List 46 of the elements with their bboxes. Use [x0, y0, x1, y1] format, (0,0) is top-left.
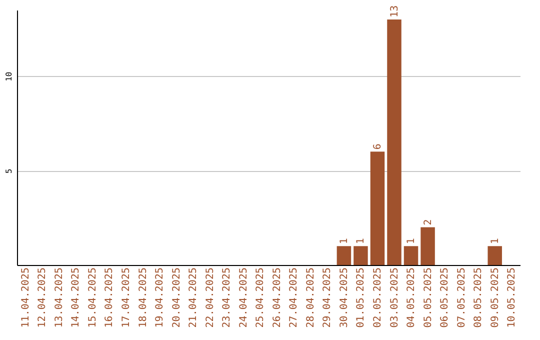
bar — [420, 227, 435, 265]
x-tick-label: 21.04.2025 — [188, 268, 200, 328]
data-label: 1 — [338, 238, 350, 244]
x-tick-label: 18.04.2025 — [138, 268, 149, 328]
bar — [387, 19, 402, 265]
x-tick-label: 02.05.2025 — [372, 268, 384, 328]
data-label: 1 — [490, 238, 501, 244]
x-tick-label: 26.04.2025 — [272, 268, 283, 328]
x-tick-label: 07.05.2025 — [456, 268, 468, 328]
x-tick-label: 04.05.2025 — [406, 268, 418, 328]
x-tick-label: 17.04.2025 — [120, 268, 132, 328]
x-tick-label: 28.04.2025 — [305, 268, 316, 328]
data-label: 1 — [406, 238, 418, 244]
x-tick-label: 05.05.2025 — [422, 268, 434, 328]
x-tick-label: 01.05.2025 — [356, 268, 367, 328]
x-tick-label: 03.05.2025 — [389, 268, 400, 328]
x-tick-label: 13.04.2025 — [54, 268, 65, 328]
data-label: 2 — [422, 219, 434, 226]
y-tick-label: 10 — [4, 72, 14, 82]
data-label: 6 — [372, 144, 384, 150]
x-tick-label: 14.04.2025 — [70, 268, 82, 328]
x-tick-label: 11.04.2025 — [20, 268, 32, 328]
x-tick-label: 27.04.2025 — [288, 268, 300, 328]
x-tick-label: 19.04.2025 — [154, 268, 166, 328]
x-tick-label: 23.04.2025 — [222, 268, 233, 328]
x-tick-label: 12.04.2025 — [37, 268, 48, 328]
x-tick-label: 16.04.2025 — [104, 268, 116, 328]
data-label: 13 — [389, 5, 400, 18]
x-tick-label: 30.04.2025 — [338, 268, 350, 328]
bar — [404, 246, 418, 265]
bar — [336, 246, 352, 265]
bar — [488, 246, 502, 265]
data-label: 1 — [356, 238, 367, 244]
x-tick-label: 08.05.2025 — [473, 268, 484, 328]
x-tick-label: 09.05.2025 — [490, 268, 501, 328]
x-tick-label: 20.04.2025 — [171, 268, 182, 328]
x-tick-label: 06.05.2025 — [440, 268, 451, 328]
x-tick-label: 25.04.2025 — [255, 268, 266, 328]
x-tick-label: 29.04.2025 — [322, 268, 334, 328]
bar — [370, 152, 385, 265]
x-tick-label: 22.04.2025 — [204, 268, 216, 328]
x-tick-label: 10.05.2025 — [506, 268, 518, 328]
y-tick-label: 5 — [4, 168, 14, 174]
x-tick-label: 15.04.2025 — [87, 268, 98, 328]
x-tick-label: 24.04.2025 — [238, 268, 250, 328]
bar — [354, 246, 368, 265]
